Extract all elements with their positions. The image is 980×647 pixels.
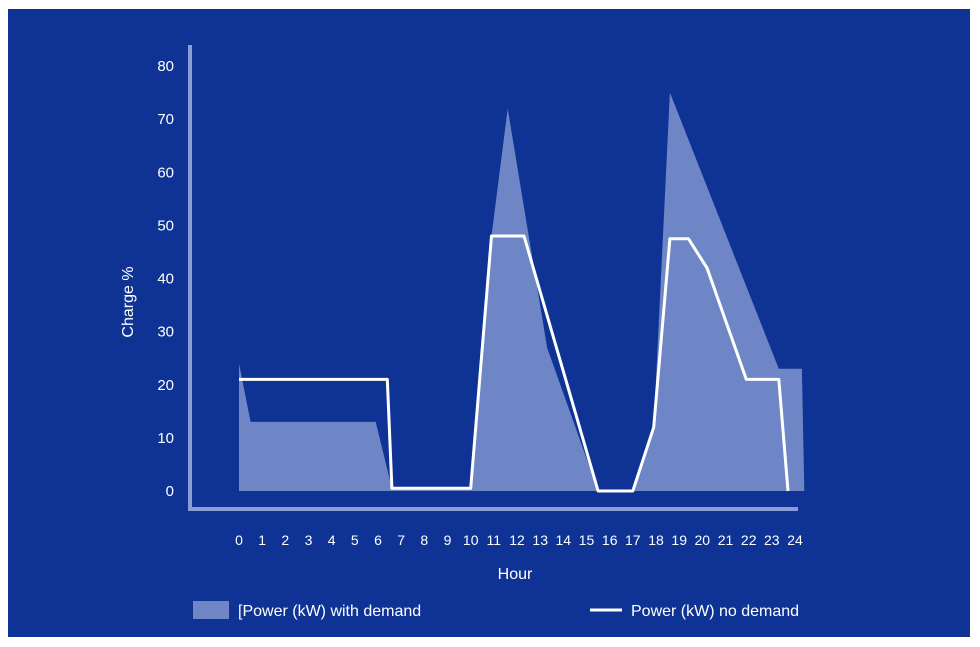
x-tick-label: 18 xyxy=(648,532,664,548)
x-tick-label: 14 xyxy=(556,532,572,548)
x-tick-label: 4 xyxy=(328,532,336,548)
x-tick-label: 9 xyxy=(444,532,452,548)
x-tick-label: 10 xyxy=(463,532,479,548)
series-area-with-demand xyxy=(239,92,805,491)
x-tick-label: 3 xyxy=(305,532,313,548)
y-tick-label: 70 xyxy=(157,111,174,128)
legend-label-area: [Power (kW) with demand xyxy=(238,603,421,620)
chart-panel: 0 10 20 30 40 50 60 70 80 0 1 2 3 4 5 6 7 8 9 10 11 12 13 14 15 1… xyxy=(8,9,970,637)
x-tick-label: 16 xyxy=(602,532,618,548)
x-tick-label: 0 xyxy=(235,532,243,548)
x-tick-label: 11 xyxy=(487,532,502,548)
y-tick-label: 50 xyxy=(157,217,174,234)
x-tick-label: 15 xyxy=(579,532,595,548)
x-tick-label: 5 xyxy=(351,532,359,548)
x-tick-label: 8 xyxy=(420,532,428,548)
legend: [Power (kW) with demand Power (kW) no de… xyxy=(193,601,799,620)
x-tick-label: 2 xyxy=(281,532,289,548)
x-tick-label: 24 xyxy=(787,532,803,548)
y-tick-label: 10 xyxy=(157,430,174,447)
x-tick-label: 21 xyxy=(718,532,734,548)
x-axis-label: Hour xyxy=(498,566,533,583)
legend-label-line: Power (kW) no demand xyxy=(631,603,799,620)
x-tick-label: 7 xyxy=(397,532,405,548)
y-tick-label: 0 xyxy=(166,483,174,500)
legend-swatch-area xyxy=(193,601,229,619)
y-tick-label: 30 xyxy=(157,324,174,341)
x-tick-label: 22 xyxy=(741,532,757,548)
y-tick-label: 40 xyxy=(157,271,174,288)
x-tick-label: 19 xyxy=(671,532,687,548)
y-axis-label: Charge % xyxy=(120,266,137,337)
x-tick-label: 17 xyxy=(625,532,641,548)
y-tick-label: 80 xyxy=(157,58,174,75)
x-tick-label: 23 xyxy=(764,532,780,548)
x-tick-label: 13 xyxy=(532,532,548,548)
x-tick-label: 1 xyxy=(258,532,266,548)
series-line-no-demand xyxy=(239,234,790,493)
x-tick-label: 12 xyxy=(509,532,525,548)
y-tick-label: 60 xyxy=(157,164,174,181)
x-tick-label: 20 xyxy=(695,532,711,548)
y-tick-label: 20 xyxy=(157,377,174,394)
x-tick-label: 6 xyxy=(374,532,382,548)
